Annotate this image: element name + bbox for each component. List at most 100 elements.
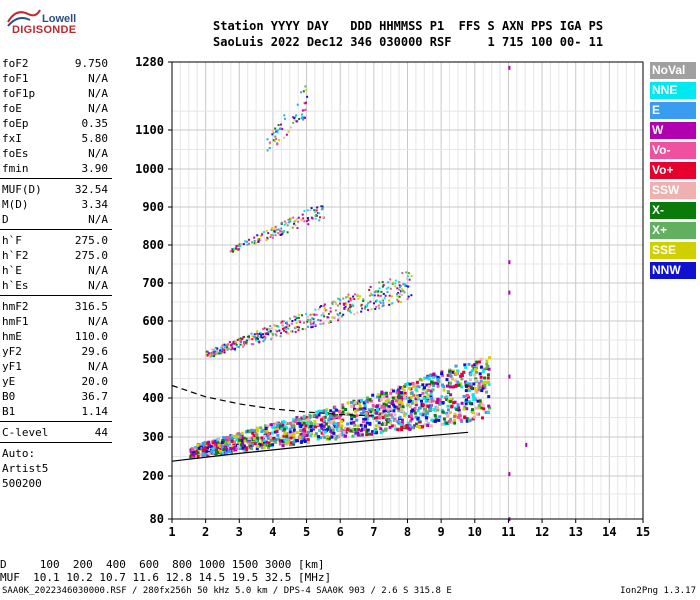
echo-point [329,310,332,313]
echo-point [367,408,371,412]
echo-point [454,379,458,383]
echo-point [221,451,225,455]
echo-point [239,339,242,342]
echo-point [453,412,457,416]
echo-point [267,331,270,334]
echo-point [400,288,403,291]
echo-point [216,446,220,449]
echo-point [394,427,398,431]
echo-point [353,407,356,411]
echo-point [274,428,278,431]
y-tick-label: 700 [142,276,164,290]
echo-point [362,401,366,405]
echo-point [271,129,274,132]
echo-point [248,242,251,245]
legend-item-w: W [650,122,696,139]
echo-point [326,316,329,319]
echo-point [398,284,401,287]
echo-point [416,409,420,413]
echo-point [478,385,482,389]
echo-point [401,272,404,275]
echo-point [309,318,312,321]
echo-point [259,331,262,334]
echo-point [364,417,368,421]
echo-point [460,372,464,376]
echo-point [203,442,207,446]
echo-point [191,450,195,454]
echo-point [249,441,253,444]
echo-point [274,225,277,228]
echo-point [468,382,472,386]
echo-point [467,384,471,388]
echo-point [280,427,284,431]
echo-point [310,207,313,210]
echo-point [341,403,345,407]
echo-point [344,430,348,434]
echo-point [256,335,259,338]
echo-point [280,321,283,324]
echo-point [488,406,491,410]
echo-point [286,224,289,227]
echo-point [259,238,262,241]
echo-point [397,404,401,408]
echo-point [389,278,392,281]
echo-point [398,386,402,390]
echo-point [464,380,468,384]
echo-point [289,220,292,223]
echo-point [299,429,303,433]
echo-point [262,438,266,442]
echo-point [201,449,205,453]
echo-point [353,401,357,404]
echo-point [389,287,392,290]
echo-point [236,345,239,348]
echo-point [307,325,309,328]
echo-point [363,404,367,408]
echo-point [426,393,430,397]
echo-point [258,336,261,339]
echo-point [226,438,230,442]
echo-point [463,363,467,367]
echo-point [465,398,468,402]
echo-point [286,332,289,335]
echo-point [269,423,273,427]
echo-point [239,343,242,346]
echo-point [311,313,314,316]
echo-point [345,303,348,306]
version-text: Ion2Png 1.3.17 [620,586,696,596]
echo-point [300,113,303,116]
echo-point [263,335,266,338]
echo-point [470,369,474,373]
echo-point [292,116,295,119]
echo-point [266,332,268,335]
echo-point [255,426,259,430]
echo-traces [189,65,528,522]
echo-point [396,295,399,298]
echo-point [400,301,403,304]
echo-point [274,440,278,444]
echo-point [480,389,484,393]
echo-point [339,427,343,430]
echo-point [335,434,339,438]
echo-point [269,330,272,332]
echo-point [317,318,320,321]
echo-point [448,411,452,415]
echo-point [320,305,323,307]
echo-point [466,395,470,399]
echo-point [473,367,477,371]
y-tick-label: 900 [142,200,164,214]
echo-point [277,124,280,127]
echo-point [370,308,373,311]
echo-point [426,422,430,426]
echo-point [288,430,292,434]
echo-point [342,430,346,434]
echo-point [313,422,317,426]
echo-point [412,385,416,389]
echo-point [306,438,310,442]
echo-point [216,441,220,445]
echo-point [274,333,277,336]
echo-point [272,139,275,142]
echo-point [276,433,280,437]
echo-point [255,433,259,437]
echo-point [284,426,288,430]
echo-point [239,337,242,340]
